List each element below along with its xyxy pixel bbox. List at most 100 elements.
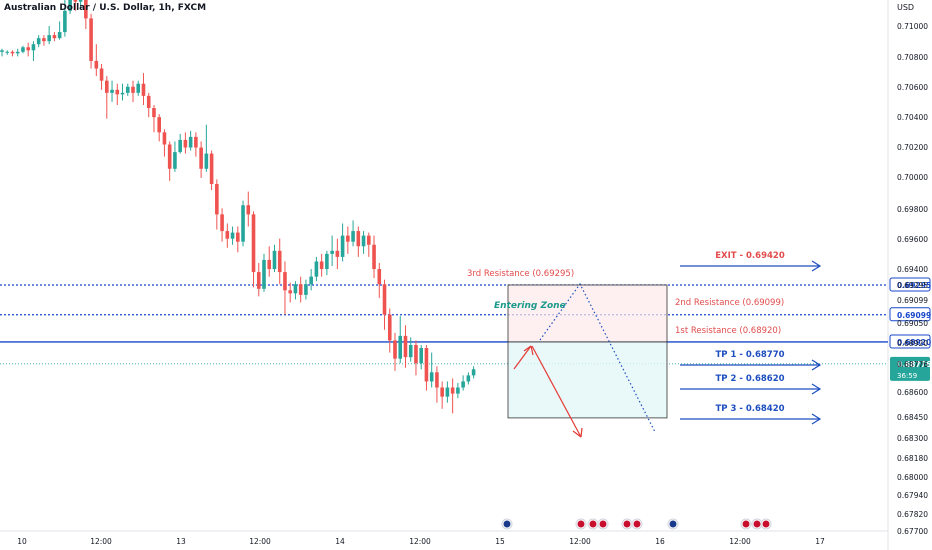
first-resistance-label: 1st Resistance (0.68920)	[675, 326, 781, 336]
short-arrow-down-head-b	[580, 427, 583, 438]
candle-body	[387, 314, 392, 341]
projected-path	[539, 282, 656, 433]
time-tick: 12:00	[409, 537, 431, 546]
short-arrow-down-head-a	[572, 430, 582, 438]
candle-body	[173, 152, 177, 169]
candles	[0, 0, 476, 414]
candle-body	[408, 344, 413, 358]
candle-body	[256, 272, 261, 289]
projection-paths	[513, 282, 656, 438]
candle-body	[272, 250, 277, 270]
event-icons	[501, 518, 772, 530]
event-flag-icon-fill	[753, 520, 761, 528]
candle-body	[131, 86, 135, 93]
entry-arrow-up	[513, 345, 532, 370]
candle-body	[89, 18, 93, 61]
candle-body	[403, 335, 408, 358]
candle-body	[393, 340, 397, 359]
candle-body	[466, 375, 471, 382]
candle-body	[346, 235, 350, 242]
candle-body	[325, 253, 329, 270]
time-tick: 12:00	[569, 537, 591, 546]
exit-arrow-head	[811, 260, 822, 272]
event-flag-icon-fill	[599, 520, 607, 528]
event-flag-icon-fill	[623, 520, 631, 528]
entry-arrow-up-head-a	[530, 345, 534, 356]
candle-body	[309, 276, 313, 285]
time-tick: 17	[815, 537, 825, 546]
candle-body	[382, 284, 387, 315]
candle-body	[429, 372, 434, 382]
candle-body	[47, 35, 51, 42]
price-tick: 0.68180	[897, 454, 928, 463]
current-price-text: 0.68776	[897, 360, 931, 369]
candle-body	[136, 83, 141, 93]
candle-body	[236, 232, 240, 242]
price-tick: 0.69050	[897, 319, 928, 328]
candle-body	[330, 250, 334, 254]
event-flag-icon-fill	[577, 520, 585, 528]
candle-body	[73, 0, 78, 2]
candle-body	[356, 231, 361, 247]
exit-label: EXIT - 0.69420	[715, 251, 785, 261]
event-flag-icon-fill	[762, 520, 770, 528]
candle-body	[10, 51, 15, 54]
level-lines: 0.69295 0.69099 0.68920 0.68776	[0, 277, 931, 381]
candle-body	[241, 205, 245, 242]
third-resistance-label: 3rd Resistance (0.69295)	[467, 269, 574, 279]
price-tick: 0.69295	[897, 281, 928, 290]
current-price-tag	[890, 356, 930, 381]
time-axis[interactable]: 10 12:00 13 12:00 14 12:00 15 12:00 16 12:00 17	[17, 537, 825, 546]
candle-body	[84, 0, 88, 19]
candle-body	[335, 250, 340, 257]
candle-body	[262, 259, 266, 289]
candle-body	[251, 214, 256, 273]
level-price-tag-text: 0.68920	[897, 338, 931, 347]
tp2-label: TP 2 - 0.68620	[715, 374, 784, 384]
short-arrow-down	[531, 345, 582, 438]
candle-body	[450, 387, 455, 394]
candle-body	[277, 250, 282, 273]
price-tick: 0.68920	[897, 339, 928, 348]
tp3-label: TP 3 - 0.68420	[715, 404, 784, 414]
event-flag-icon-fill	[633, 520, 641, 528]
price-tick: 0.71000	[897, 22, 928, 31]
candle-body	[372, 244, 376, 270]
candle-body	[57, 32, 62, 39]
candle-body	[298, 284, 303, 295]
candle-body	[52, 35, 57, 39]
entry-arrow-up-head-b	[523, 345, 532, 352]
candle-body	[367, 235, 371, 245]
candle-body	[194, 136, 198, 148]
price-axis[interactable]: 0.71000 0.70800 0.70600 0.70400 0.70200 0.700…	[897, 22, 928, 536]
price-tick: 0.70400	[897, 113, 928, 122]
candle-body	[99, 68, 104, 81]
price-tick: 0.68776	[897, 360, 928, 369]
tp1-label: TP 1 - 0.68770	[715, 350, 784, 360]
price-tick: 0.69800	[897, 205, 928, 214]
time-tick: 12:00	[729, 537, 751, 546]
candle-body	[183, 139, 188, 148]
second-resistance-label: 2nd Resistance (0.69099)	[675, 298, 784, 308]
candle-body	[78, 0, 83, 2]
candle-body	[304, 284, 308, 295]
candle-body	[15, 51, 20, 54]
level-price-tag	[889, 307, 931, 322]
candle-body	[246, 205, 251, 215]
price-tick: 0.70200	[897, 143, 928, 152]
candle-body	[471, 369, 476, 376]
candle-body	[115, 89, 120, 95]
time-tick: 10	[17, 537, 27, 546]
candle-body	[314, 261, 319, 277]
candle-body	[283, 272, 287, 291]
candle-body	[456, 387, 460, 394]
price-tick: 0.68000	[897, 473, 928, 482]
resistance-zone	[507, 284, 668, 343]
candle-body	[157, 117, 161, 133]
tp2-arrow-head	[811, 383, 822, 395]
candle-body	[461, 381, 465, 388]
candle-body	[220, 214, 224, 232]
price-tick: 0.70000	[897, 173, 928, 182]
